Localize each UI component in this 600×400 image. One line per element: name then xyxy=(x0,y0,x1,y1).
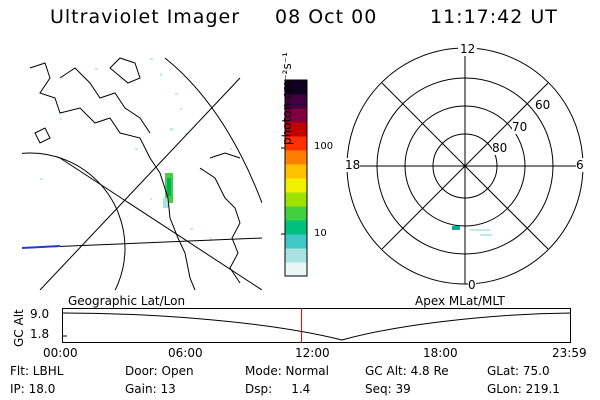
status-seq: Seq: 39 xyxy=(365,382,411,396)
map-caption: Geographic Lat/Lon xyxy=(68,294,186,308)
polar-caption: Apex MLat/MLT xyxy=(415,294,505,308)
colorbar xyxy=(281,79,308,277)
status-dsp: Dsp: 1.4 xyxy=(245,382,311,396)
colorbar-stop xyxy=(285,234,307,249)
lat-lon-grid xyxy=(22,57,262,290)
date-label: 08 Oct 00 xyxy=(275,6,378,28)
status-gain: Gain: 13 xyxy=(125,382,176,396)
altitude-xtick-1800: 18:00 xyxy=(423,346,458,360)
status-mode: Mode: Normal xyxy=(245,364,329,378)
auroral-emission xyxy=(40,58,232,241)
mlat-label-80: 80 xyxy=(492,141,508,155)
colorbar-unit-label: photon cm⁻²s⁻¹ xyxy=(280,52,294,145)
mlat-label-60: 60 xyxy=(535,98,551,112)
colorbar-stop xyxy=(285,262,307,277)
mlt-label-18: 18 xyxy=(345,158,361,172)
polar-plot xyxy=(346,47,584,285)
status-filter: Flt: LBHL xyxy=(10,364,64,378)
altitude-ytick-high: 9.0 xyxy=(30,307,50,321)
status-glon: GLon: 219.1 xyxy=(487,382,560,396)
colorbar-stop xyxy=(285,80,307,95)
coastlines xyxy=(29,57,241,290)
instrument-title: Ultraviolet Imager xyxy=(50,6,241,28)
mlat-label-70: 70 xyxy=(512,120,528,134)
status-gc-alt: GC Alt: 4.8 Re xyxy=(365,364,449,378)
mlt-label-6: 6 xyxy=(576,158,584,172)
colorbar-tick-100: 100 xyxy=(314,141,334,152)
colorbar-stop xyxy=(285,192,307,207)
colorbar-stop xyxy=(285,164,307,179)
auroral-bright-patch xyxy=(163,173,173,208)
time-label: 11:17:42 UT xyxy=(430,6,558,28)
terminator-line xyxy=(22,245,61,249)
colorbar-stop xyxy=(285,94,307,109)
colorbar-stop xyxy=(285,150,307,165)
altitude-xtick-0600: 06:00 xyxy=(168,346,203,360)
mlt-label-0: 0 xyxy=(468,278,476,292)
colorbar-stop xyxy=(285,178,307,193)
colorbar-stop xyxy=(285,220,307,235)
colorbar-stop xyxy=(285,248,307,263)
altitude-xtick-0000: 00:00 xyxy=(43,346,78,360)
geographic-map xyxy=(22,57,262,290)
status-ip: IP: 18.0 xyxy=(10,382,56,396)
altitude-plot xyxy=(62,308,572,343)
altitude-ytick-low: 1.8 xyxy=(30,327,50,341)
colorbar-stop xyxy=(285,122,307,137)
altitude-curve xyxy=(62,312,572,341)
mlt-label-12: 12 xyxy=(458,42,478,56)
colorbar-stop xyxy=(285,108,307,123)
colorbar-stop xyxy=(285,136,307,151)
polar-auroral-patch xyxy=(452,226,492,236)
altitude-xtick-1200: 12:00 xyxy=(295,346,330,360)
colorbar-stop xyxy=(285,206,307,221)
status-glat: GLat: 75.0 xyxy=(487,364,550,378)
status-door: Door: Open xyxy=(125,364,194,378)
altitude-ylabel: GC Alt xyxy=(12,309,26,347)
colorbar-tick-10: 10 xyxy=(314,228,327,239)
altitude-xtick-2359: 23:59 xyxy=(552,346,587,360)
